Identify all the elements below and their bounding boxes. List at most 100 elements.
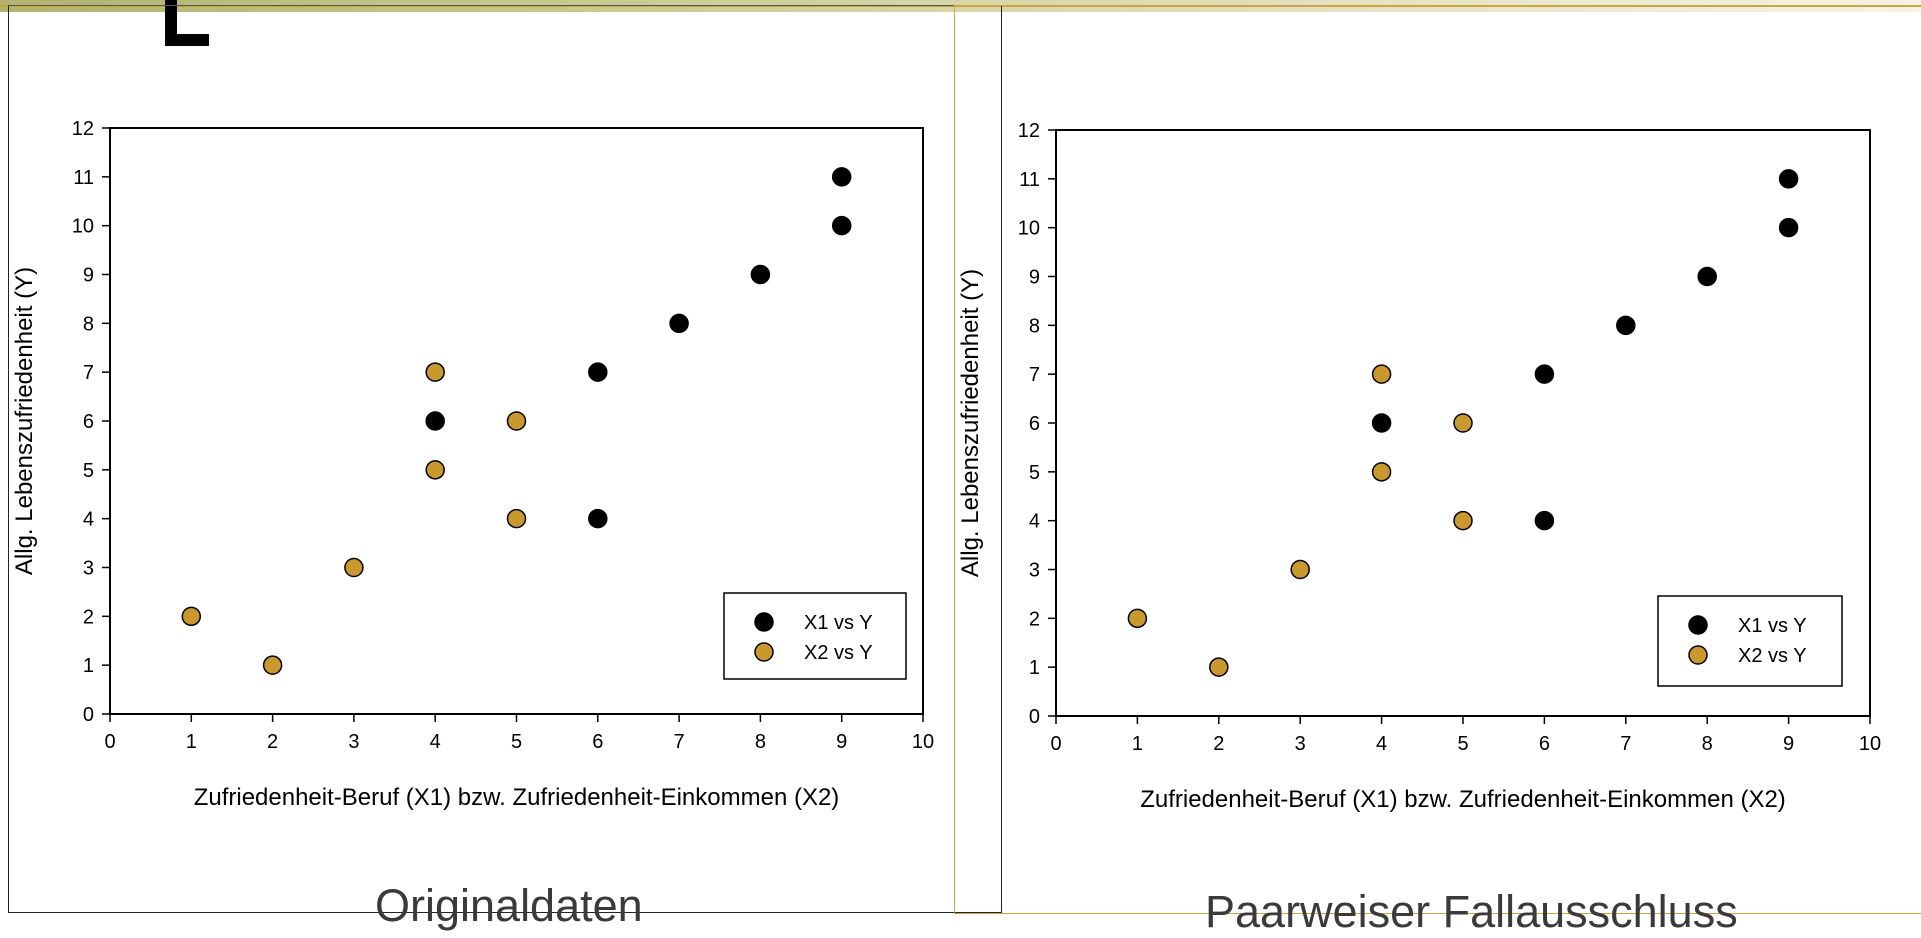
legend-marker-x1: [754, 612, 774, 632]
x-tick-label: 3: [1295, 733, 1306, 755]
legend-label-x1: X1 vs Y: [804, 612, 873, 634]
y-tick-label: 9: [83, 265, 94, 287]
y-tick-label: 1: [1029, 657, 1040, 679]
y-tick-label: 10: [1018, 218, 1040, 240]
x1-data-point: [669, 313, 689, 334]
x-tick-label: 6: [1539, 733, 1550, 755]
x-tick-label: 2: [1213, 733, 1224, 755]
x2-data-point: [1453, 510, 1473, 531]
x-tick-label: 7: [674, 731, 685, 753]
x1-data-point: [1778, 217, 1799, 238]
y-tick-label: 9: [1029, 267, 1040, 289]
x-tick-label: 9: [1783, 733, 1794, 755]
x-tick-label: 10: [1859, 733, 1881, 755]
left-panel-frame: [8, 5, 1002, 913]
x-tick-label: 5: [511, 731, 522, 753]
x2-data-point: [1371, 364, 1392, 384]
x1-data-point: [1778, 169, 1799, 189]
x2-data-point: [181, 606, 202, 627]
y-tick-label: 0: [1029, 706, 1040, 728]
x1-data-point: [831, 167, 852, 187]
x-tick-label: 8: [1702, 733, 1713, 755]
x1-data-point: [588, 362, 608, 382]
x2-data-point: [425, 362, 445, 382]
x1-data-point: [1697, 266, 1717, 287]
right-chart-caption: Paarweiser Fallausschluss: [1205, 886, 1738, 937]
legend-label-x1: X1 vs Y: [1738, 615, 1807, 637]
x2-data-point: [1453, 413, 1473, 433]
y-tick-label: 5: [83, 460, 94, 482]
x-tick-label: 5: [1457, 733, 1468, 755]
right-panel-frame: [954, 5, 1921, 914]
y-tick-label: 7: [1029, 364, 1040, 386]
x-tick-label: 7: [1620, 733, 1631, 755]
x2-data-point: [425, 460, 445, 480]
x2-data-point: [262, 655, 283, 675]
x-tick-label: 10: [912, 731, 934, 753]
y-axis-label: Allg. Lebenszufriedenheit (Y): [957, 269, 984, 577]
x1-data-point: [750, 264, 771, 285]
x1-data-point: [425, 411, 445, 431]
x-tick-label: 2: [267, 731, 278, 753]
scatter-chart-pairwise: 0 1 2 3 4 5 6 7 8 9 100123456789101112Zufriedenhei…: [957, 120, 1881, 813]
x-tick-label: 8: [755, 731, 766, 753]
legend-marker-x2: [754, 642, 774, 662]
y-tick-label: 6: [1029, 413, 1040, 435]
y-tick-label: 10: [72, 216, 94, 238]
x2-data-point: [344, 557, 364, 578]
y-tick-label: 11: [73, 167, 94, 189]
x1-data-point: [588, 508, 608, 529]
y-tick-label: 8: [1029, 315, 1040, 337]
y-tick-label: 7: [83, 362, 94, 384]
x-axis-label: Zufriedenheit-Beruf (X1) bzw. Zufriedenh…: [1140, 786, 1786, 813]
x-tick-label: 9: [836, 731, 847, 753]
x2-data-point: [1127, 608, 1148, 629]
scatter-chart-original: 0 1 2 3 4 5 6 7 8 9 100123456789101112Zufriedenhei…: [11, 118, 934, 811]
x-tick-label: 6: [592, 731, 603, 753]
legend-label-x2: X2 vs Y: [1738, 645, 1807, 667]
x-tick-label: 0: [104, 731, 115, 753]
y-tick-label: 4: [1029, 511, 1040, 533]
legend-marker-x1: [1688, 615, 1708, 635]
x2-data-point: [506, 411, 527, 431]
y-tick-label: 6: [83, 411, 94, 433]
legend-box: [1657, 595, 1843, 687]
y-tick-label: 11: [1019, 169, 1040, 191]
y-tick-label: 2: [83, 606, 94, 628]
chart-legend: X1 vs Y X2 vs Y: [723, 592, 907, 680]
x-tick-label: 0: [1050, 733, 1061, 755]
y-tick-label: 12: [72, 118, 94, 140]
x-axis-label: Zufriedenheit-Beruf (X1) bzw. Zufriedenh…: [194, 784, 840, 811]
y-tick-label: 3: [1029, 560, 1040, 582]
x1-data-point: [1371, 413, 1392, 433]
left-chart-caption: Originaldaten: [375, 880, 643, 931]
x2-data-point: [1290, 559, 1310, 580]
x-tick-label: 1: [1132, 733, 1143, 755]
y-tick-label: 4: [83, 509, 94, 531]
x2-data-point: [1209, 657, 1229, 677]
y-tick-label: 1: [83, 655, 94, 677]
x1-data-point: [1534, 364, 1555, 384]
y-tick-label: 5: [1029, 462, 1040, 484]
x2-data-point: [506, 508, 527, 529]
top-accent-rule: [0, 5, 1921, 7]
x2-data-point: [1371, 462, 1392, 482]
x1-data-point: [1534, 510, 1555, 531]
x-tick-label: 3: [348, 731, 359, 753]
legend-marker-x2: [1688, 645, 1708, 665]
x-tick-label: 1: [186, 731, 197, 753]
x1-data-point: [1616, 315, 1636, 336]
x1-data-point: [831, 215, 852, 236]
x-tick-label: 4: [1376, 733, 1387, 755]
y-tick-label: 3: [83, 558, 94, 580]
legend-label-x2: X2 vs Y: [804, 642, 873, 664]
y-tick-label: 12: [1018, 120, 1040, 142]
corner-mark-icon: [165, 0, 209, 46]
legend-box: [723, 592, 907, 680]
y-tick-label: 0: [83, 704, 94, 726]
y-tick-label: 2: [1029, 608, 1040, 630]
y-tick-label: 8: [83, 313, 94, 335]
chart-legend: X1 vs Y X2 vs Y: [1657, 595, 1843, 687]
y-axis-label: Allg. Lebenszufriedenheit (Y): [11, 267, 38, 575]
